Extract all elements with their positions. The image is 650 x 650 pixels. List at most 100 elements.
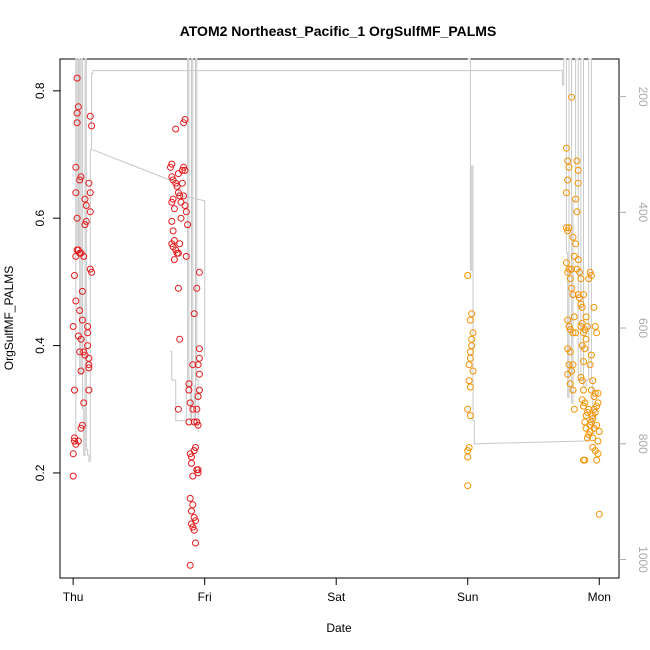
data-point-1-21 (564, 176, 572, 184)
data-point-1-15 (466, 383, 474, 391)
data-point-0-45 (85, 361, 93, 369)
y2-tick-label-3: 800 (636, 434, 650, 454)
data-point-0-57 (168, 173, 176, 181)
data-point-1-46 (569, 329, 577, 337)
data-point-0-81 (181, 166, 189, 174)
data-point-0-85 (182, 208, 190, 216)
data-point-0-74 (174, 170, 182, 178)
data-point-1-39 (569, 386, 577, 394)
data-point-1-68 (580, 329, 587, 337)
chart-title: ATOM2 Northeast_Pacific_1 OrgSulfMF_PALM… (180, 23, 497, 39)
data-point-0-82 (178, 179, 186, 187)
data-point-1-23 (562, 224, 570, 232)
data-point-0-6 (69, 323, 77, 330)
data-point-0-62 (168, 217, 176, 225)
data-point-1-41 (569, 361, 577, 369)
data-point-0-56 (168, 160, 176, 168)
data-point-1-25 (565, 224, 573, 232)
data-point-1-75 (581, 345, 589, 353)
data-point-1-109 (591, 323, 599, 330)
secondary-y-axis: 200 400 600 800 1000 (619, 87, 650, 573)
secondary-track-segment-0 (75, 58, 595, 462)
y2-tick-label-1: 400 (636, 202, 650, 222)
data-point-0-54 (88, 122, 96, 130)
data-point-1-64 (578, 303, 586, 311)
data-point-1-78 (580, 386, 587, 394)
x-axis-label: Date (326, 621, 352, 635)
data-point-0-129 (189, 361, 197, 369)
data-point-0-22 (77, 367, 85, 375)
data-point-1-63 (577, 300, 585, 308)
data-point-0-86 (182, 252, 190, 260)
data-point-1-8 (466, 348, 474, 356)
data-point-1-118 (595, 510, 603, 518)
data-point-0-40 (82, 217, 90, 225)
data-point-1-121 (590, 424, 598, 432)
data-point-0-110 (190, 526, 198, 534)
data-point-1-13 (468, 310, 476, 318)
data-point-1-101 (587, 386, 595, 394)
data-point-0-93 (174, 405, 182, 413)
data-point-0-5 (71, 386, 78, 394)
y-axis-label: OrgSulfMF_PALMS (2, 266, 16, 370)
data-point-0-31 (78, 421, 86, 429)
data-point-1-47 (568, 265, 576, 273)
data-point-1-49 (572, 240, 580, 248)
data-point-0-107 (190, 514, 198, 521)
data-point-0-87 (184, 221, 192, 229)
data-point-1-42 (568, 284, 576, 292)
data-point-0-16 (73, 109, 81, 117)
data-point-0-92 (176, 335, 184, 343)
data-point-0-0 (69, 472, 77, 480)
data-point-0-122 (195, 345, 203, 353)
data-point-1-20 (565, 163, 573, 171)
data-point-1-38 (568, 367, 576, 375)
data-point-1-52 (573, 208, 581, 216)
x-axis: Thu Fri Sat Sun Mon (63, 578, 611, 604)
data-point-0-100 (188, 459, 195, 467)
data-point-0-124 (195, 268, 203, 276)
data-point-1-112 (581, 456, 589, 464)
data-point-1-50 (569, 233, 577, 241)
data-point-1-95 (591, 408, 599, 416)
data-point-1-122 (589, 434, 597, 442)
data-point-0-104 (189, 501, 197, 509)
data-point-0-88 (172, 125, 180, 133)
y-tick-label-1: 0.4 (33, 337, 47, 354)
data-point-1-61 (574, 291, 582, 299)
data-point-1-100 (590, 393, 598, 400)
data-point-1-34 (565, 361, 573, 369)
data-point-1-43 (569, 291, 577, 299)
data-point-0-71 (176, 240, 184, 248)
data-point-0-39 (82, 202, 90, 209)
data-point-0-33 (80, 399, 88, 407)
data-point-1-81 (581, 399, 589, 407)
data-point-0-97 (185, 418, 193, 426)
data-point-0-59 (168, 198, 176, 206)
data-point-1-97 (594, 399, 602, 407)
data-point-0-91 (174, 284, 182, 292)
data-point-0-28 (76, 176, 84, 184)
data-point-1-119 (595, 428, 603, 435)
data-point-1-5 (465, 377, 473, 385)
data-point-1-67 (578, 319, 586, 327)
secondary-track-segment-2 (170, 58, 199, 433)
data-point-1-116 (594, 450, 602, 458)
data-point-0-120 (194, 361, 202, 369)
x-tick-label-1: Fri (198, 590, 212, 604)
data-point-0-75 (174, 189, 182, 197)
data-point-0-1 (69, 450, 77, 458)
data-point-1-80 (580, 402, 587, 410)
data-point-1-51 (572, 195, 580, 203)
data-point-1-106 (586, 268, 594, 276)
data-point-1-18 (562, 144, 570, 152)
data-point-0-50 (86, 265, 94, 273)
data-point-0-29 (77, 173, 85, 181)
data-point-0-2 (71, 437, 78, 445)
data-point-0-37 (81, 221, 89, 229)
data-point-0-125 (193, 418, 201, 426)
data-point-0-127 (195, 370, 203, 378)
data-point-0-111 (186, 561, 194, 569)
data-point-0-48 (86, 189, 94, 197)
x-tick-label-3: Sun (457, 590, 478, 604)
